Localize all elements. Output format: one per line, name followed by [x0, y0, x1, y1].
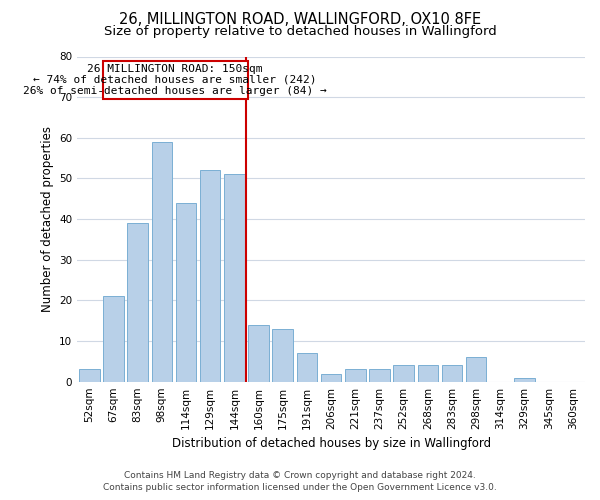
- Bar: [127, 223, 148, 382]
- Bar: [418, 366, 438, 382]
- Bar: [79, 370, 100, 382]
- Text: Size of property relative to detached houses in Wallingford: Size of property relative to detached ho…: [104, 25, 496, 38]
- Y-axis label: Number of detached properties: Number of detached properties: [41, 126, 53, 312]
- Text: 26, MILLINGTON ROAD, WALLINGFORD, OX10 8FE: 26, MILLINGTON ROAD, WALLINGFORD, OX10 8…: [119, 12, 481, 28]
- Bar: [176, 203, 196, 382]
- Bar: [224, 174, 245, 382]
- Bar: [442, 366, 462, 382]
- Bar: [345, 370, 365, 382]
- FancyBboxPatch shape: [103, 60, 248, 99]
- Bar: [152, 142, 172, 382]
- Bar: [369, 370, 390, 382]
- Text: ← 74% of detached houses are smaller (242): ← 74% of detached houses are smaller (24…: [34, 75, 317, 85]
- Bar: [272, 329, 293, 382]
- Bar: [466, 358, 487, 382]
- Bar: [394, 366, 414, 382]
- Bar: [248, 325, 269, 382]
- Bar: [296, 353, 317, 382]
- Text: 26 MILLINGTON ROAD: 150sqm: 26 MILLINGTON ROAD: 150sqm: [88, 64, 263, 74]
- X-axis label: Distribution of detached houses by size in Wallingford: Distribution of detached houses by size …: [172, 437, 491, 450]
- Bar: [514, 378, 535, 382]
- Text: Contains HM Land Registry data © Crown copyright and database right 2024.
Contai: Contains HM Land Registry data © Crown c…: [103, 471, 497, 492]
- Bar: [200, 170, 220, 382]
- Bar: [321, 374, 341, 382]
- Text: 26% of semi-detached houses are larger (84) →: 26% of semi-detached houses are larger (…: [23, 86, 327, 96]
- Bar: [103, 296, 124, 382]
